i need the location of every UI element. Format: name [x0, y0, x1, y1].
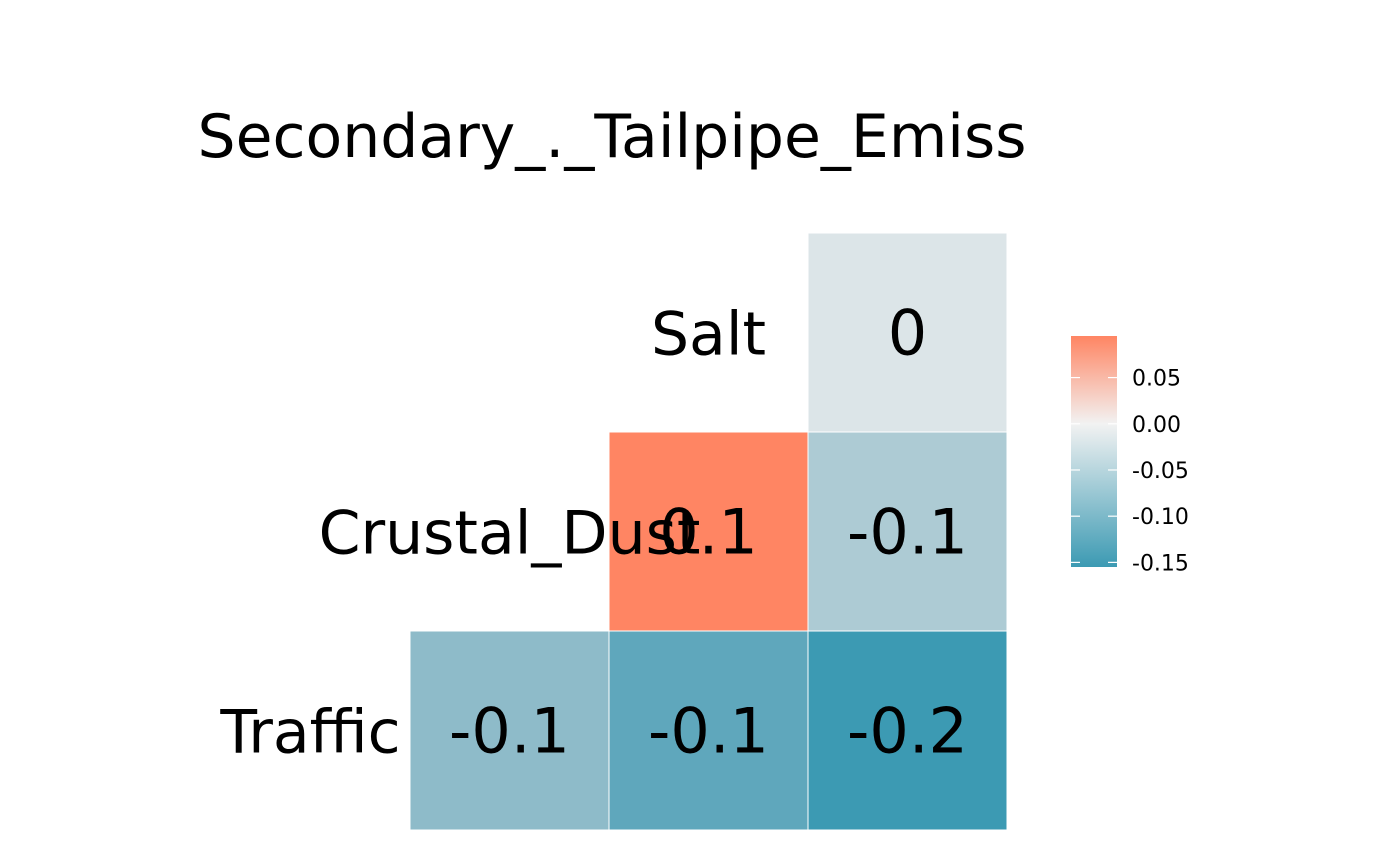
heatmap-cell-rect	[409, 630, 610, 831]
heatmap-cell: -0.2	[807, 630, 1008, 831]
heatmap-cell-rect	[807, 630, 1008, 831]
heatmap-cell-rect	[608, 431, 809, 632]
heatmap-cell-value: 0.1	[659, 496, 758, 569]
variable-labels: Traffic Crustal_Dust Salt Secondary_._Tailp…	[198, 102, 1027, 768]
variable-label: Secondary_._Tailpipe_Emiss	[198, 102, 1027, 172]
heatmap-cell-rect	[608, 630, 809, 831]
colorbar-tick-label: 0.00	[1132, 413, 1181, 438]
heatmap-cell: 0	[807, 232, 1008, 433]
colorbar-tick: -0.10	[1071, 505, 1189, 530]
colorbar-tick-label: -0.05	[1132, 459, 1189, 484]
colorbar-tick-label: 0.05	[1132, 367, 1181, 392]
heatmap-cell-value: -0.1	[449, 695, 570, 768]
variable-label: Salt	[651, 300, 766, 370]
colorbar-legend: 0.05 0.00 -0.05 -0.10 -0.15	[1071, 336, 1189, 576]
cells-layer: 0 0.1 -0.1 -0.1 -0.1 -0.2	[409, 232, 1008, 831]
colorbar-tick: -0.05	[1071, 459, 1189, 484]
colorbar-tick-label: -0.15	[1132, 551, 1189, 576]
heatmap-cell-value: -0.1	[847, 496, 968, 569]
heatmap-cell-value: -0.1	[648, 695, 769, 768]
variable-label: Traffic	[219, 698, 400, 768]
heatmap-cell: 0.1	[608, 431, 809, 632]
heatmap-cell-rect	[807, 232, 1008, 433]
colorbar-tick: -0.15	[1071, 551, 1189, 576]
heatmap-cell: -0.1	[409, 630, 610, 831]
heatmap-cell: -0.1	[807, 431, 1008, 632]
heatmap-cell-value: -0.2	[847, 695, 968, 768]
colorbar-tick: 0.05	[1071, 367, 1181, 392]
colorbar-tick-label: -0.10	[1132, 505, 1189, 530]
variable-label: Crustal_Dust	[319, 499, 701, 569]
colorbar-tick: 0.00	[1071, 413, 1181, 438]
heatmap-cell-value: 0	[888, 297, 927, 370]
colorbar	[1071, 336, 1117, 567]
heatmap-cell-rect	[807, 431, 1008, 632]
heatmap-cell: -0.1	[608, 630, 809, 831]
